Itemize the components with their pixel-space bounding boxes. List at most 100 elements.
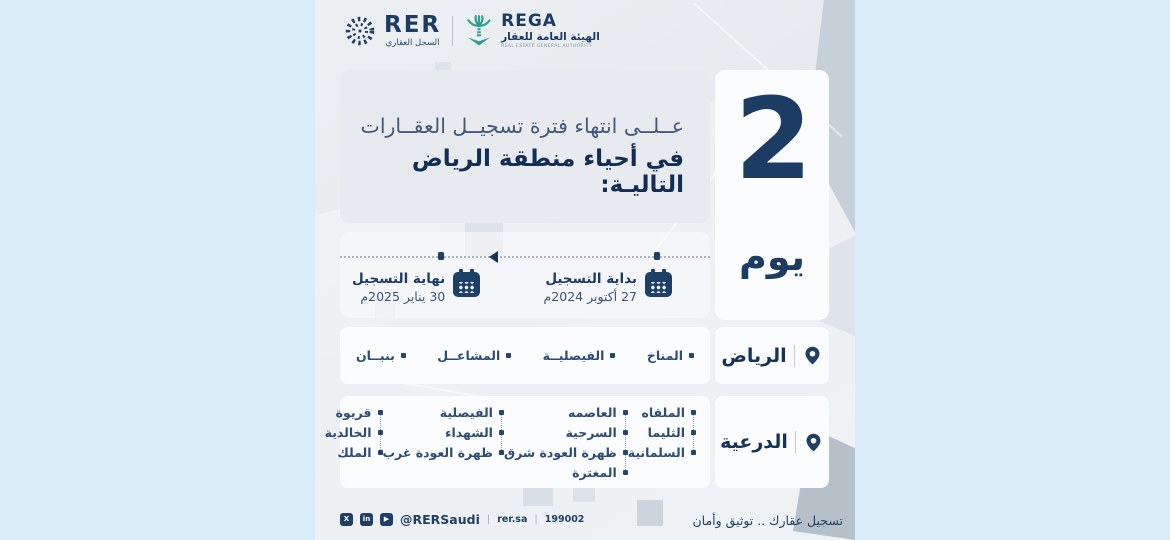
square-bullet-icon bbox=[498, 409, 504, 415]
square-bullet-icon bbox=[622, 469, 628, 475]
social-handle: @RERSaudi bbox=[400, 512, 480, 527]
registration-timeline: بداية التسجيل 27 أكتوبر 2024م نهاية التس… bbox=[340, 232, 710, 318]
region-label-diriyah: الدرعية bbox=[715, 396, 829, 488]
label-divider bbox=[794, 431, 796, 453]
timeline-marker-start bbox=[654, 252, 660, 260]
square-bullet-icon bbox=[691, 409, 696, 415]
districts-diriyah: الملقاه الثليما السلمانية العاصمه السرحية ظهر… bbox=[325, 396, 710, 488]
district-name: قريوة bbox=[335, 404, 372, 420]
district-name: المناخ bbox=[646, 348, 683, 363]
decor-shape bbox=[637, 500, 663, 526]
timeline-dotted-line bbox=[340, 256, 710, 258]
calendar-icon bbox=[453, 269, 481, 297]
square-bullet-icon bbox=[400, 353, 406, 358]
footer-divider: | bbox=[534, 514, 538, 525]
square-bullet-icon bbox=[498, 449, 504, 455]
district-item: الفيصلية bbox=[383, 402, 504, 422]
district-column: الفيصلية الشهداء ظهرة العودة غرب bbox=[383, 402, 504, 462]
map-pin-icon bbox=[806, 433, 821, 451]
district-column: العاصمه السرحية ظهرة العودة شرق المغترة bbox=[504, 402, 628, 482]
district-column: الملقاه الثليما السلمانية bbox=[628, 402, 696, 462]
rer-logo: RER السجل العقاري bbox=[343, 14, 441, 48]
infographic: RER السجل العقاري bbox=[315, 0, 855, 540]
district-column: بنبــان bbox=[356, 346, 406, 366]
district-item: بنبــان bbox=[356, 346, 406, 366]
district-item: المناخ bbox=[647, 346, 694, 366]
district-item: الشهداء bbox=[383, 422, 504, 442]
x-twitter-icon: X bbox=[340, 513, 353, 526]
district-name: السرحية bbox=[565, 424, 617, 440]
districts-riyadh: المناخ الفيصليــة المشاعــل بنبــان bbox=[340, 327, 710, 384]
countdown-value: 2 bbox=[734, 75, 813, 205]
region-name: الرياض bbox=[721, 344, 787, 367]
district-name: الشهداء bbox=[445, 424, 493, 440]
district-column: الفيصليــة bbox=[543, 346, 616, 366]
footer-slogan: تسجيل عقارك .. توثيق وأمان bbox=[692, 513, 843, 528]
square-bullet-icon bbox=[691, 429, 696, 435]
rega-tagline: REAL ESTATE GENERAL AUTHORITY bbox=[501, 43, 593, 49]
rer-logo-text: RER السجل العقاري bbox=[384, 12, 442, 49]
start-label: بداية التسجيل bbox=[545, 271, 637, 287]
district-item: الملقاه bbox=[628, 402, 696, 422]
calendar-icon bbox=[645, 269, 672, 297]
district-item: الملك bbox=[325, 442, 383, 462]
district-name: المشاعــل bbox=[437, 348, 501, 363]
square-bullet-icon bbox=[622, 449, 628, 455]
district-column: قريوة الخالدية الملك bbox=[325, 402, 383, 462]
rega-logo-text: REGA الهيئة العامة للعقار REAL ESTATE GE… bbox=[501, 13, 600, 49]
end-date: 30 يناير 2025م bbox=[360, 288, 446, 304]
phone-number: 199002 bbox=[544, 514, 585, 525]
district-column: المشاعــل bbox=[437, 346, 512, 366]
square-bullet-icon bbox=[498, 429, 504, 435]
district-item: ظهرة العودة شرق bbox=[504, 442, 628, 462]
district-item: السرحية bbox=[504, 422, 628, 442]
headline-line1: عــلــى انتهاء فترة تسجيــل العقــارات bbox=[360, 114, 684, 138]
square-bullet-icon bbox=[689, 353, 694, 358]
footer-contact: X in ▶ @RERSaudi | rer.sa | 199002 bbox=[340, 512, 584, 527]
youtube-icon: ▶ bbox=[380, 513, 393, 526]
website: rer.sa bbox=[497, 514, 528, 525]
region-label-riyadh: الرياض bbox=[715, 327, 829, 384]
rega-subtitle: الهيئة العامة للعقار bbox=[501, 31, 600, 43]
district-name: المغترة bbox=[572, 464, 617, 480]
square-bullet-icon bbox=[377, 429, 383, 435]
rer-wordmark: RER bbox=[384, 12, 442, 38]
district-item: ظهرة العودة غرب bbox=[383, 442, 504, 462]
timeline-entries: بداية التسجيل 27 أكتوبر 2024م نهاية التس… bbox=[340, 269, 710, 304]
district-item: السلمانية bbox=[628, 442, 696, 462]
district-item: المشاعــل bbox=[437, 346, 512, 366]
logo-divider bbox=[452, 16, 454, 46]
district-name: الفيصلية bbox=[439, 404, 493, 420]
rega-wordmark: REGA bbox=[501, 11, 557, 31]
calendar-grid bbox=[458, 282, 476, 293]
region-name: الدرعية bbox=[720, 431, 788, 453]
square-bullet-icon bbox=[506, 353, 512, 358]
timeline-arrow-icon bbox=[489, 251, 498, 263]
headline-line2: في أحياء منطقة الرياض التاليـة: bbox=[411, 146, 684, 198]
footer-divider: | bbox=[486, 514, 491, 525]
district-name: الثليما bbox=[647, 424, 685, 440]
headline-box: عــلــى انتهاء فترة تسجيــل العقــارات ف… bbox=[340, 70, 710, 223]
district-item: العاصمه bbox=[504, 402, 628, 422]
district-item: الخالدية bbox=[325, 422, 383, 442]
calendar-grid bbox=[650, 282, 667, 293]
district-name: الفيصليــة bbox=[542, 348, 605, 363]
square-bullet-icon bbox=[377, 449, 383, 455]
timeline-marker-end bbox=[438, 252, 444, 260]
registration-start: بداية التسجيل 27 أكتوبر 2024م bbox=[544, 269, 672, 304]
dotted-connector bbox=[624, 412, 626, 472]
rega-logo: REGA الهيئة العامة للعقار REAL ESTATE GE… bbox=[464, 13, 600, 49]
district-name: العاصمه bbox=[567, 404, 617, 420]
square-bullet-icon bbox=[622, 429, 628, 435]
linkedin-icon: in bbox=[360, 513, 373, 526]
district-name: بنبــان bbox=[356, 348, 395, 363]
district-name: ظهرة العودة غرب bbox=[382, 444, 493, 460]
district-name: السلمانية bbox=[627, 444, 685, 460]
end-label: نهاية التسجيل bbox=[352, 271, 446, 287]
district-column: المناخ bbox=[647, 346, 694, 366]
district-item: قريوة bbox=[325, 402, 383, 422]
countdown-box: 2 يوم bbox=[715, 70, 829, 320]
registration-start-text: بداية التسجيل 27 أكتوبر 2024م bbox=[544, 270, 637, 304]
map-pin-icon bbox=[805, 346, 820, 365]
